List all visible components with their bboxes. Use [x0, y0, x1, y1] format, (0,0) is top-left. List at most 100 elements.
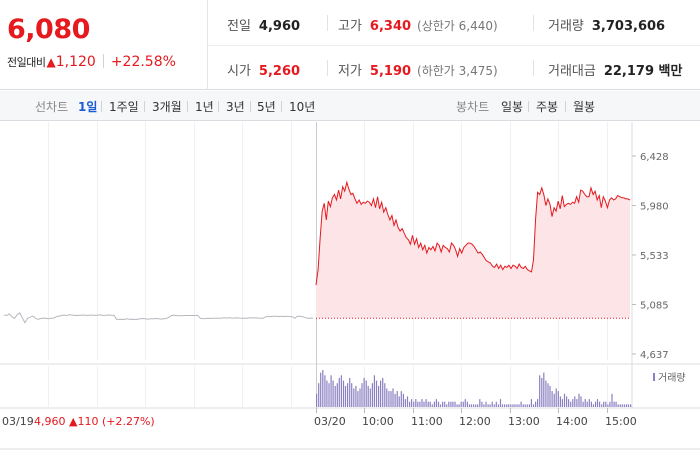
- volume-bar: [371, 383, 373, 407]
- volume-bar: [508, 404, 510, 407]
- tab-weekly-candle[interactable]: 주봉: [536, 100, 559, 114]
- x-tick-label: 03/20: [314, 415, 346, 428]
- volume-bar: [578, 393, 580, 407]
- legend-swatch: [653, 373, 655, 381]
- volume-bar: [464, 399, 466, 407]
- volume-bar: [340, 375, 342, 407]
- divider: [102, 54, 104, 68]
- volume-bar: [590, 401, 592, 407]
- previous-day-line: [3, 312, 314, 324]
- y-tick-label: 5,980: [640, 202, 669, 213]
- stat-label: 고가: [338, 19, 362, 34]
- stat-volume: 거래량 3,703,606: [548, 15, 665, 34]
- volume-bar: [627, 404, 630, 407]
- volume-bar: [349, 377, 351, 407]
- volume-bar: [491, 401, 493, 407]
- volume-bar: [332, 380, 334, 407]
- volume-bar: [615, 401, 617, 407]
- volume-bar: [520, 401, 522, 407]
- volume-bar: [390, 391, 392, 407]
- volume-bar: [512, 404, 514, 407]
- volume-bar: [605, 401, 607, 407]
- volume-bar: [425, 399, 427, 407]
- tab-monthly-candle[interactable]: 월봉: [573, 100, 596, 114]
- chart-grid: [0, 122, 700, 450]
- tab-daily-candle[interactable]: 일봉: [501, 100, 524, 114]
- stat-low: 저가 5,190 (하한가 3,475): [338, 60, 498, 79]
- volume-bar: [522, 404, 524, 407]
- volume-bar: [607, 404, 609, 407]
- volume-bar: [493, 404, 495, 407]
- divider: [187, 101, 188, 112]
- volume-bar: [365, 380, 367, 407]
- volume-bar: [338, 377, 340, 407]
- volume-bar: [468, 404, 471, 407]
- volume-bar: [361, 383, 363, 407]
- volume-bar: [406, 396, 409, 407]
- tab-1week[interactable]: 1주일: [109, 100, 139, 114]
- x-tick-label: 13:00: [508, 415, 540, 428]
- volume-bar: [456, 404, 458, 407]
- volume-bar: [495, 401, 497, 407]
- volume-bar: [423, 401, 425, 407]
- volume-bar: [619, 404, 621, 407]
- volume-bar: [551, 391, 553, 407]
- volume-bar: [516, 404, 518, 407]
- x-axis: 03/19 4,960 ▲110 (+2.27%) 03/20 10:00 11:00 1…: [2, 408, 637, 428]
- volume-bar: [330, 375, 332, 407]
- volume-bar: [553, 393, 555, 407]
- change-amount: 1,120: [55, 54, 96, 70]
- volume-bar: [535, 401, 537, 407]
- volume-bar: [437, 401, 440, 407]
- change-label: 전일대비: [7, 56, 46, 69]
- volume-bar: [537, 399, 539, 407]
- volume-bar: [623, 404, 625, 407]
- volume-bar: [382, 377, 384, 407]
- tab-3month[interactable]: 3개월: [152, 100, 182, 114]
- volume-bar: [450, 401, 452, 407]
- volume-bar: [369, 388, 371, 407]
- volume-bar: [613, 401, 615, 407]
- tab-3year[interactable]: 3년: [226, 100, 245, 114]
- volume-bar: [566, 396, 568, 407]
- volume-bar: [603, 401, 605, 407]
- volume-bar: [539, 375, 541, 407]
- lower-limit: (하한가 3,475): [417, 64, 498, 78]
- volume-bar: [621, 404, 623, 407]
- volume-bar: [363, 377, 365, 407]
- stat-value: 3,703,606: [591, 19, 666, 34]
- volume-bar: [411, 399, 413, 407]
- volume-bar: [568, 399, 570, 407]
- volume-bars: 거래량: [316, 370, 686, 407]
- volume-bar: [487, 404, 489, 407]
- volume-bar: [433, 401, 435, 407]
- volume-bar: [481, 401, 483, 407]
- volume-bar: [431, 404, 433, 407]
- tab-1day[interactable]: 1일: [78, 100, 98, 114]
- price-line: [315, 180, 631, 286]
- volume-bar: [584, 399, 586, 407]
- price-change: 전일대비▲1,120 +22.58%: [7, 54, 176, 70]
- stat-label: 거래량: [548, 19, 584, 34]
- volume-bar: [384, 383, 386, 407]
- tab-10year[interactable]: 10년: [289, 100, 316, 114]
- volume-bar: [485, 401, 487, 407]
- volume-legend-label: 거래량: [658, 372, 686, 384]
- volume-bar: [394, 393, 396, 407]
- volume-bar: [475, 404, 477, 407]
- divider: [327, 60, 328, 76]
- volume-bar: [334, 385, 336, 407]
- volume-bar: [506, 404, 508, 407]
- stat-label: 거래대금: [548, 64, 596, 79]
- volume-bar: [353, 388, 355, 407]
- price-panel: 6,080 전일대비▲1,120 +22.58%: [0, 0, 208, 90]
- tab-1year[interactable]: 1년: [195, 100, 214, 114]
- volume-bar: [532, 404, 535, 407]
- volume-bar: [582, 401, 584, 407]
- volume-bar: [557, 391, 559, 407]
- divider: [565, 101, 566, 112]
- volume-bar: [336, 383, 338, 407]
- tab-5year[interactable]: 5년: [257, 100, 276, 114]
- quote-header: 6,080 전일대비▲1,120 +22.58% 전일 4,960 시가 5,260 …: [0, 0, 700, 90]
- volume-bar: [497, 404, 499, 407]
